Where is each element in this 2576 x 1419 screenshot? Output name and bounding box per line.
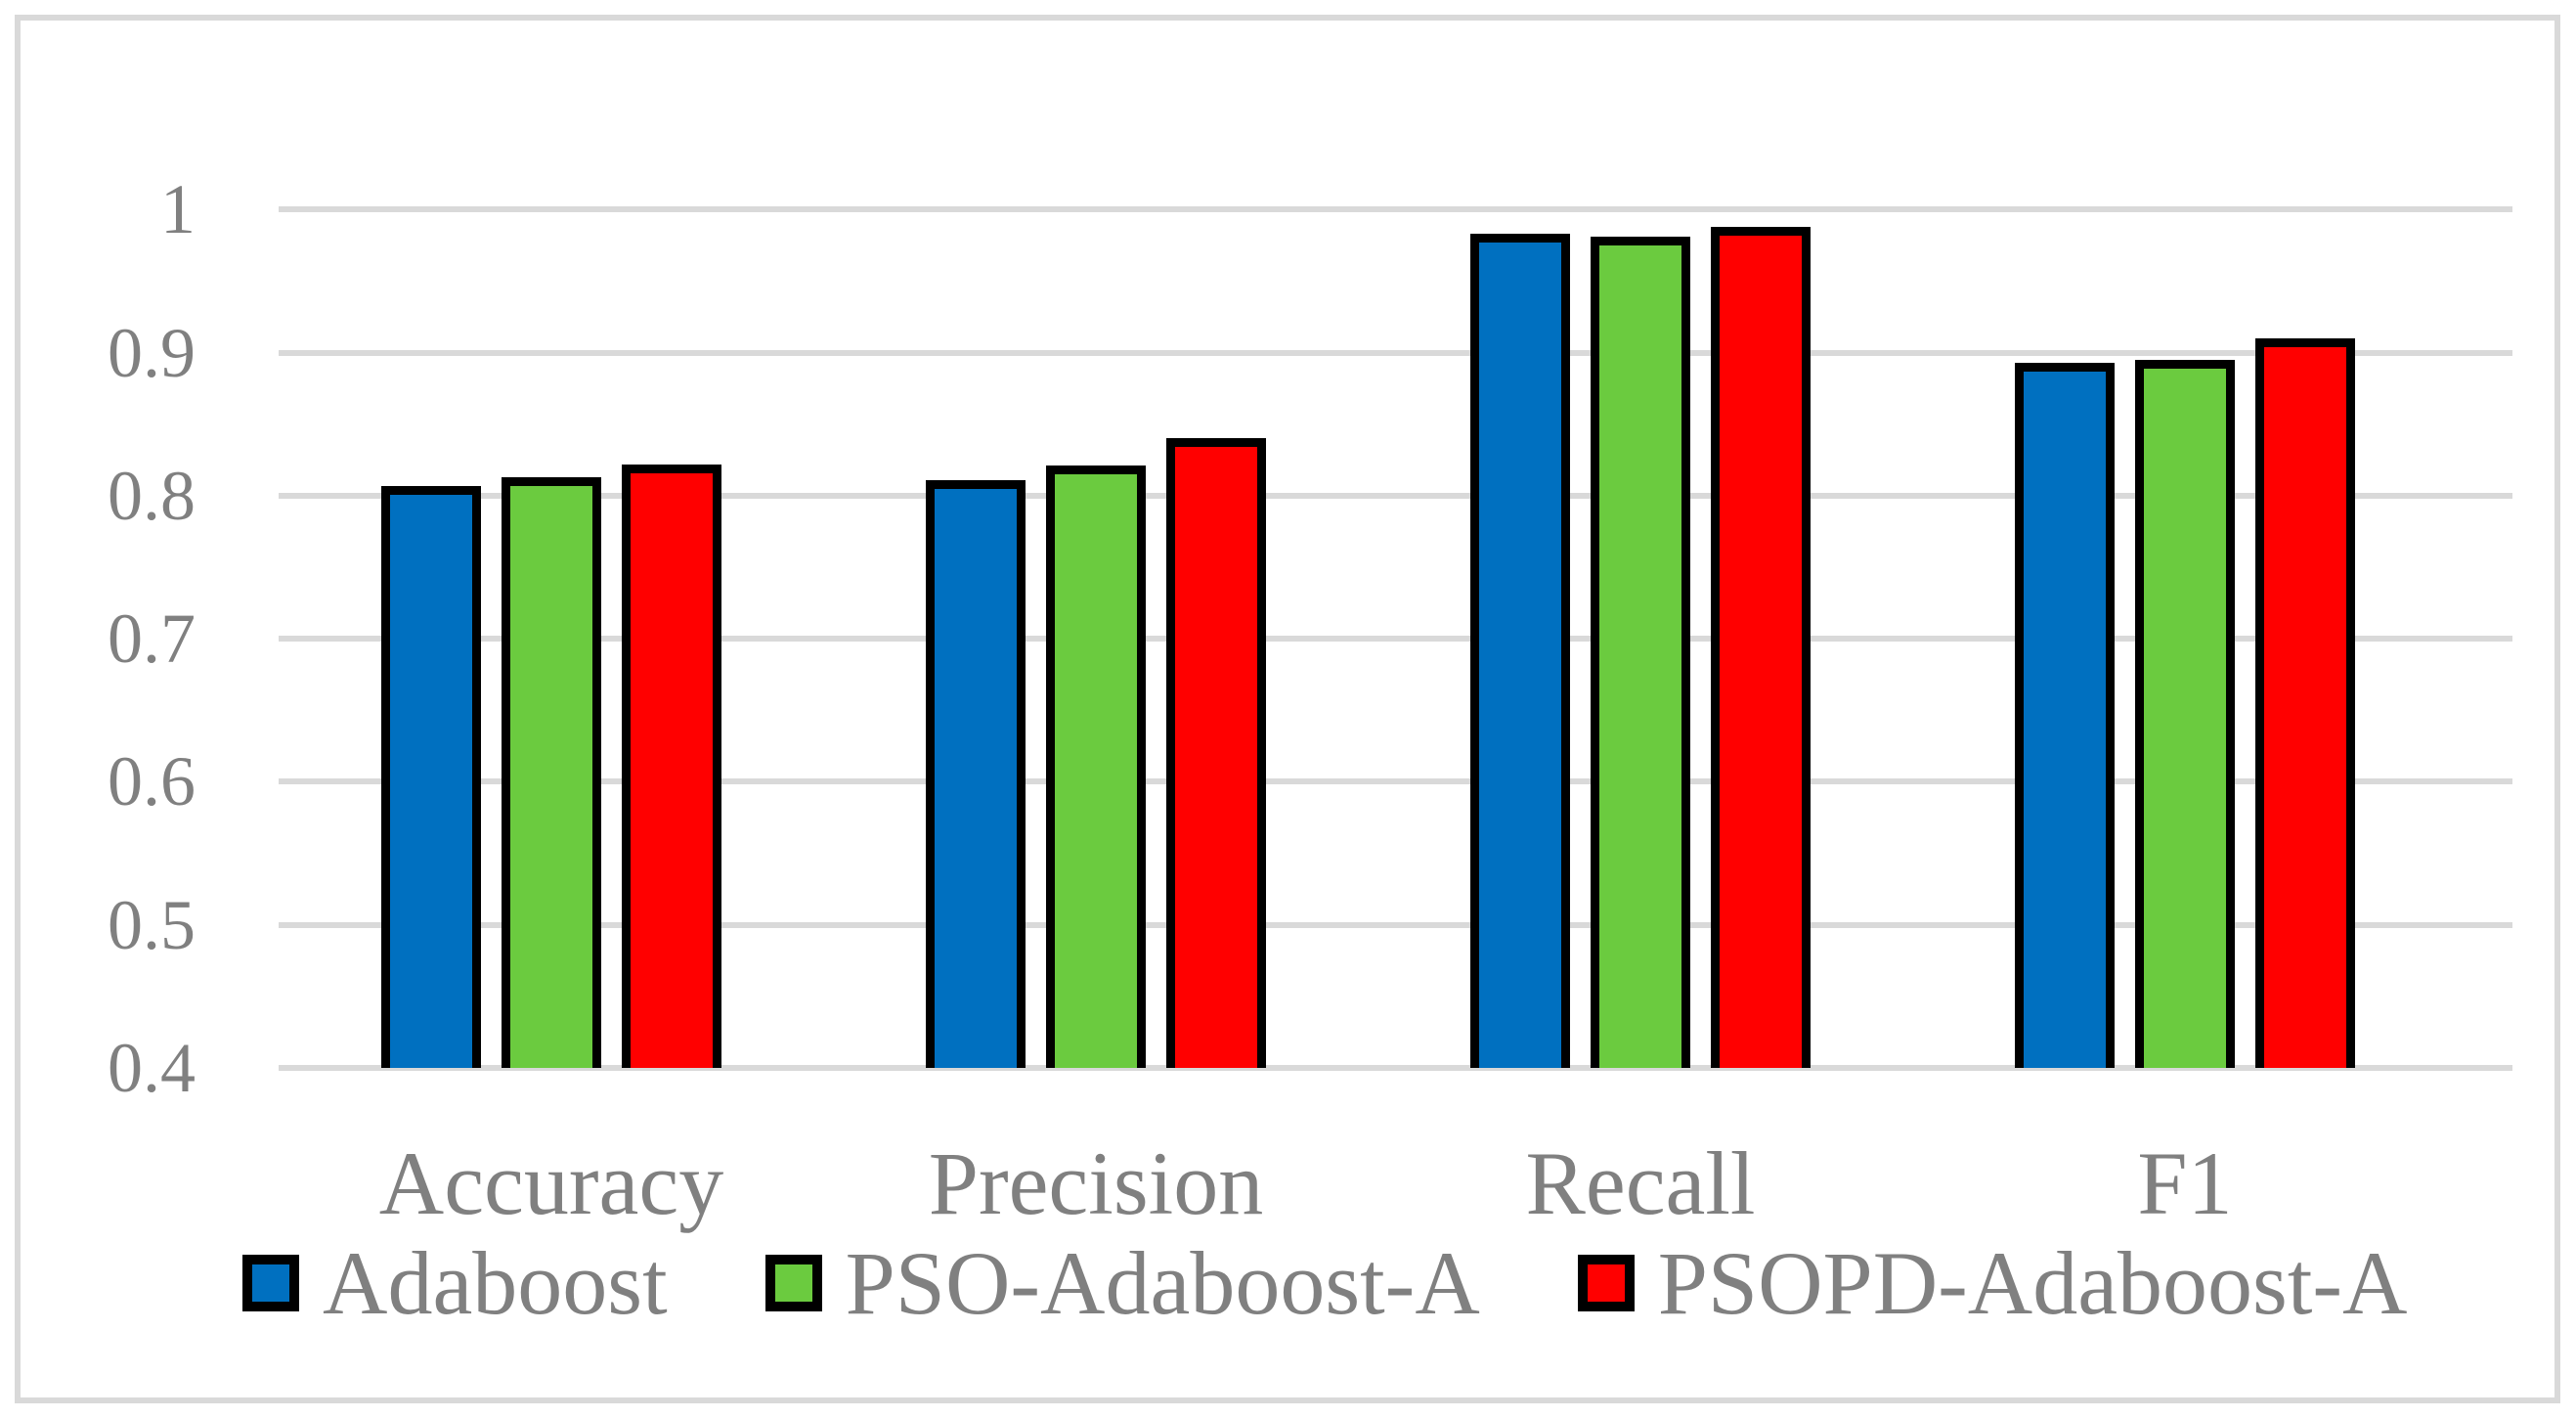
x-category-label-f1: F1: [2137, 1133, 2233, 1233]
gridline-0.5: [279, 921, 2512, 928]
gridline-0.4: [279, 1065, 2512, 1071]
bar-psopd-adaboost-a-accuracy: [622, 464, 721, 1068]
legend-swatch-icon-pso-adaboost-a: [764, 1255, 822, 1311]
legend-item-pso-adaboost-a: PSO-Adaboost-A: [764, 1233, 1480, 1333]
bar-adaboost-recall: [1470, 234, 1570, 1068]
y-tick-label-0.7: 0.7: [108, 599, 196, 679]
bar-psopd-adaboost-a-precision: [1166, 438, 1266, 1068]
bar-pso-adaboost-a-accuracy: [502, 476, 601, 1068]
chart-frame: [15, 15, 2560, 1403]
gridline-0.7: [279, 636, 2512, 643]
bar-adaboost-precision: [926, 479, 1026, 1068]
gridline-0.8: [279, 492, 2512, 499]
y-tick-label-0.4: 0.4: [108, 1029, 196, 1107]
gridline-0.6: [279, 778, 2512, 785]
gridline-0.9: [279, 349, 2512, 356]
y-tick-label-0.6: 0.6: [108, 742, 196, 821]
y-tick-label-1: 1: [160, 170, 196, 249]
legend-swatch-icon-psopd-adaboost-a: [1577, 1255, 1635, 1311]
y-tick-label-0.5: 0.5: [108, 885, 196, 964]
legend-label-psopd-adaboost-a: PSOPD-Adaboost-A: [1657, 1233, 2408, 1333]
x-category-label-accuracy: Accuracy: [378, 1133, 724, 1233]
bar-pso-adaboost-a-recall: [1591, 236, 1690, 1068]
legend-swatch-icon-adaboost: [242, 1255, 299, 1311]
y-tick-label-0.9: 0.9: [108, 313, 196, 392]
legend-label-pso-adaboost-a: PSO-Adaboost-A: [845, 1233, 1480, 1333]
legend-item-adaboost: Adaboost: [242, 1234, 668, 1332]
gridline-1: [279, 206, 2512, 213]
y-tick-label-0.8: 0.8: [108, 456, 196, 535]
bar-psopd-adaboost-a-f1: [2255, 337, 2355, 1068]
bar-adaboost-accuracy: [381, 485, 481, 1068]
bar-pso-adaboost-a-f1: [2135, 359, 2235, 1068]
bar-adaboost-f1: [2015, 362, 2115, 1068]
legend: Adaboost PSO-Adaboost-A PSOPD-Adaboost-A: [242, 1234, 2408, 1332]
legend-item-psopd-adaboost-a: PSOPD-Adaboost-A: [1577, 1233, 2408, 1333]
legend-label-adaboost: Adaboost: [323, 1233, 668, 1333]
x-category-label-precision: Precision: [928, 1133, 1264, 1233]
bar-pso-adaboost-a-precision: [1046, 466, 1146, 1068]
x-category-label-recall: Recall: [1525, 1133, 1756, 1233]
bar-psopd-adaboost-a-recall: [1711, 226, 1811, 1068]
